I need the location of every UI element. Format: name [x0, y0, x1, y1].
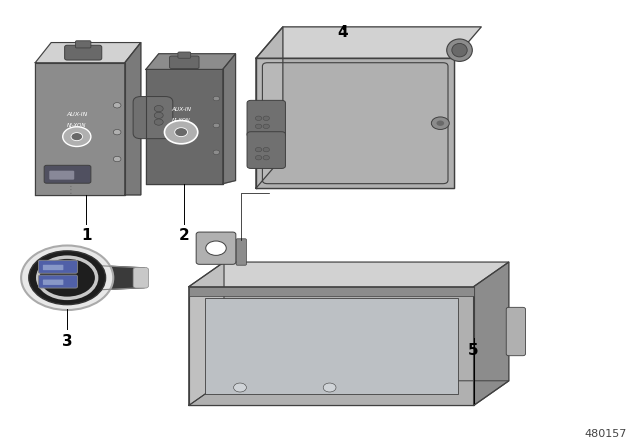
Circle shape [154, 119, 163, 125]
FancyBboxPatch shape [43, 265, 63, 270]
Text: 480157: 480157 [585, 429, 627, 439]
Circle shape [255, 155, 262, 160]
Circle shape [206, 241, 227, 255]
Polygon shape [125, 43, 141, 195]
Circle shape [263, 147, 269, 152]
Bar [205, 298, 458, 394]
Polygon shape [35, 43, 141, 63]
Circle shape [213, 123, 220, 128]
Circle shape [323, 383, 336, 392]
FancyBboxPatch shape [196, 232, 236, 264]
FancyBboxPatch shape [178, 52, 191, 58]
FancyBboxPatch shape [506, 307, 525, 356]
FancyBboxPatch shape [65, 45, 102, 60]
Circle shape [263, 155, 269, 160]
Polygon shape [189, 262, 224, 405]
Circle shape [436, 121, 444, 126]
Text: AUX-IN: AUX-IN [66, 112, 88, 117]
Polygon shape [189, 287, 474, 405]
Text: NI-XON: NI-XON [67, 123, 86, 128]
Text: 5: 5 [468, 343, 479, 358]
FancyBboxPatch shape [76, 41, 91, 48]
FancyBboxPatch shape [43, 280, 63, 285]
Circle shape [29, 251, 106, 305]
Text: 4: 4 [338, 25, 348, 39]
FancyBboxPatch shape [38, 260, 77, 273]
Circle shape [263, 116, 269, 121]
Polygon shape [189, 262, 509, 287]
FancyBboxPatch shape [170, 56, 199, 69]
Text: AUX-IN: AUX-IN [171, 107, 191, 112]
Circle shape [21, 246, 113, 310]
Circle shape [234, 383, 246, 392]
Polygon shape [474, 262, 509, 405]
Circle shape [164, 121, 198, 144]
Circle shape [154, 106, 163, 112]
Polygon shape [146, 54, 236, 69]
Ellipse shape [452, 43, 467, 57]
Ellipse shape [447, 39, 472, 61]
Circle shape [175, 128, 188, 137]
Polygon shape [256, 27, 283, 188]
Circle shape [213, 96, 220, 101]
FancyBboxPatch shape [247, 132, 285, 168]
Bar [189, 287, 474, 296]
Polygon shape [189, 381, 509, 405]
FancyBboxPatch shape [49, 171, 74, 180]
Text: ⋮: ⋮ [65, 185, 76, 195]
Polygon shape [223, 54, 236, 184]
Text: 1: 1 [81, 228, 92, 243]
Circle shape [255, 147, 262, 152]
Text: 2: 2 [179, 228, 189, 243]
Circle shape [263, 124, 269, 129]
Circle shape [255, 116, 262, 121]
Polygon shape [256, 27, 481, 58]
Text: NI-XON: NI-XON [172, 118, 191, 124]
Bar [90, 265, 96, 290]
FancyBboxPatch shape [38, 275, 77, 288]
FancyBboxPatch shape [133, 97, 173, 139]
Circle shape [154, 112, 163, 119]
Polygon shape [256, 58, 454, 188]
Circle shape [63, 127, 91, 146]
Circle shape [71, 133, 83, 141]
Polygon shape [90, 265, 144, 290]
Text: 3: 3 [62, 334, 72, 349]
FancyBboxPatch shape [133, 267, 148, 288]
Circle shape [213, 150, 220, 155]
Circle shape [113, 156, 121, 162]
Circle shape [113, 103, 121, 108]
FancyBboxPatch shape [247, 100, 285, 137]
Polygon shape [35, 63, 125, 195]
Circle shape [255, 124, 262, 129]
FancyBboxPatch shape [44, 165, 91, 183]
FancyBboxPatch shape [236, 239, 246, 265]
Circle shape [113, 129, 121, 135]
Polygon shape [146, 69, 223, 184]
Circle shape [431, 117, 449, 129]
